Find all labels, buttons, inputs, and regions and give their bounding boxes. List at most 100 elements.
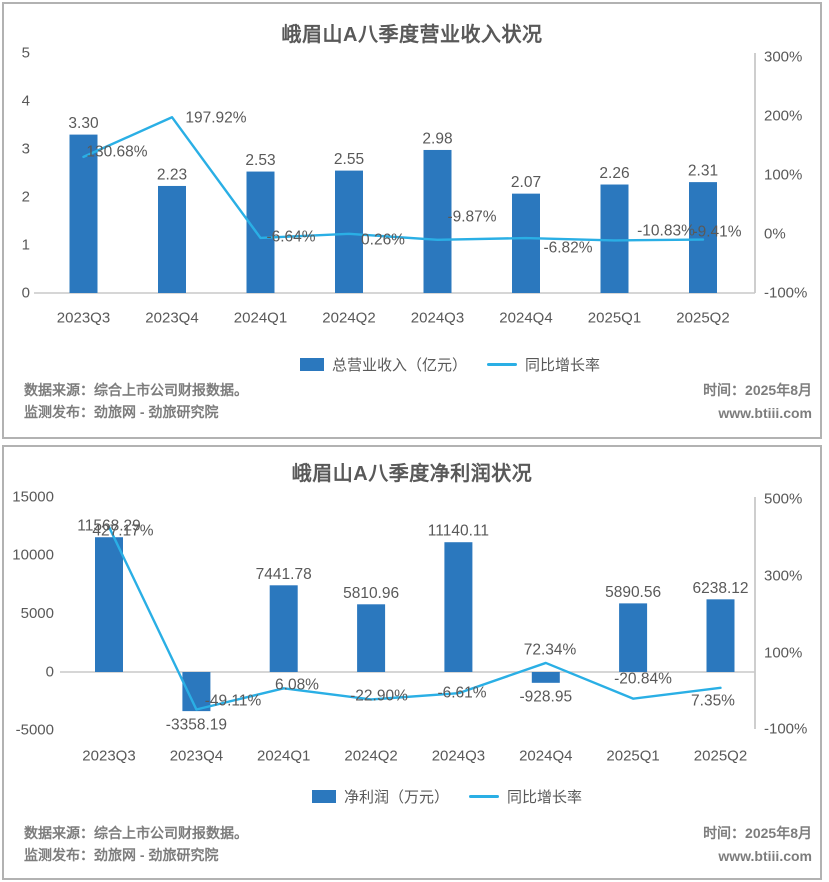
bar-value-label: 11140.11 xyxy=(428,523,489,540)
report-meta: 时间：2025年8月 www.btiii.com xyxy=(703,379,812,425)
bar-value-label: 7441.78 xyxy=(256,566,312,583)
growth-rate-label: -10.83% xyxy=(637,223,695,240)
right-axis-tick: 500% xyxy=(764,491,802,508)
bar-value-label: -3358.19 xyxy=(166,717,227,734)
bar-value-label: 6238.12 xyxy=(692,580,748,597)
left-axis-tick: -5000 xyxy=(16,722,54,739)
category-label: 2025Q2 xyxy=(676,310,729,327)
right-axis-tick: 0% xyxy=(764,226,786,243)
category-label: 2023Q4 xyxy=(170,748,223,765)
category-label: 2025Q1 xyxy=(588,310,641,327)
bar-value-label: 2.98 xyxy=(422,130,452,147)
bar-2024Q4 xyxy=(512,193,540,293)
right-axis-tick: -100% xyxy=(764,721,807,738)
bar-2024Q1 xyxy=(246,171,275,293)
report-meta: 时间：2025年8月 www.btiii.com xyxy=(703,822,812,868)
growth-rate-label: 197.92% xyxy=(185,110,246,127)
revenue-chart-panel: 峨眉山A八季度营业收入状况 5 4 3 2 1 0 300% 200% 100% 0% -100% 3… xyxy=(2,2,822,439)
growth-rate-line xyxy=(107,525,722,711)
category-label: 2025Q2 xyxy=(694,748,747,765)
bar-value-label: 3.30 xyxy=(68,115,99,132)
growth-rate-label: -6.64% xyxy=(266,229,315,246)
data-source-note: 数据来源：综合上市公司财报数据。 监测发布：劲旅网 - 劲旅研究院 xyxy=(24,379,248,423)
legend-bar-swatch-icon xyxy=(300,358,324,371)
bar-value-label: 2.07 xyxy=(511,174,541,191)
left-axis-tick: 10000 xyxy=(12,547,54,564)
left-axis-tick: 15000 xyxy=(12,489,54,506)
bar-2023Q4 xyxy=(158,185,186,293)
website-url: www.btiii.com xyxy=(718,405,812,421)
bar-2025Q1 xyxy=(619,603,648,672)
growth-rate-label: -22.90% xyxy=(350,688,408,705)
profit-legend: 净利润（万元） 同比增长率 xyxy=(312,786,582,807)
website-url: www.btiii.com xyxy=(718,848,812,864)
growth-rate-line xyxy=(82,116,705,242)
legend-line-swatch-icon xyxy=(487,363,518,366)
category-label: 2023Q4 xyxy=(145,310,198,327)
growth-rate-label: -9.41% xyxy=(692,224,741,241)
legend-bar-label: 净利润（万元） xyxy=(344,789,450,806)
data-source-note: 数据来源：综合上市公司财报数据。 监测发布：劲旅网 - 劲旅研究院 xyxy=(24,822,248,866)
growth-rate-label: -49.11% xyxy=(205,693,262,710)
category-label: 2024Q4 xyxy=(499,310,552,327)
growth-rate-label: 6.08% xyxy=(275,677,319,694)
bar-2024Q3 xyxy=(444,542,473,672)
growth-rate-label: 130.68% xyxy=(86,144,147,161)
growth-rate-label: 0.26% xyxy=(361,232,405,249)
category-label: 2023Q3 xyxy=(82,748,135,765)
bar-2025Q2 xyxy=(689,182,717,293)
report-date: 时间：2025年8月 xyxy=(703,382,812,398)
growth-rate-label: 7.35% xyxy=(691,693,735,710)
left-axis-tick: 2 xyxy=(22,189,30,206)
revenue-legend: 总营业收入（亿元） 同比增长率 xyxy=(300,354,600,375)
growth-rate-label: -20.84% xyxy=(614,671,672,688)
category-label: 2025Q1 xyxy=(606,748,659,765)
growth-rate-label: -6.82% xyxy=(543,240,592,257)
bar-2024Q4 xyxy=(531,672,560,683)
bar-value-label: -928.95 xyxy=(520,688,573,705)
right-axis-tick: 100% xyxy=(764,645,802,662)
revenue-chart-title: 峨眉山A八季度营业收入状况 xyxy=(281,24,543,46)
publisher-line: 监测发布：劲旅网 - 劲旅研究院 xyxy=(24,847,219,863)
growth-rate-label: 427.17% xyxy=(92,523,153,540)
profit-chart-title: 峨眉山A八季度净利润状况 xyxy=(291,463,533,485)
profit-chart-canvas: 15000 10000 5000 0 -5000 500% 300% 100% -100% 115… xyxy=(12,489,807,765)
bar-value-label: 5810.96 xyxy=(343,585,399,602)
bar-2024Q2 xyxy=(335,170,363,293)
category-label: 2024Q2 xyxy=(344,748,397,765)
bar-2024Q1 xyxy=(269,585,298,672)
category-label: 2024Q4 xyxy=(519,748,572,765)
bar-value-label: 2.31 xyxy=(688,163,718,180)
profit-chart-panel: 峨眉山A八季度净利润状况 15000 10000 5000 0 -5000 500% 300… xyxy=(2,445,822,880)
left-axis-tick: 0 xyxy=(22,285,30,302)
revenue-chart-canvas: 5 4 3 2 1 0 300% 200% 100% 0% -100% 3.30 2.23 2.53 2.5… xyxy=(22,45,808,327)
left-axis-tick: 5000 xyxy=(21,605,54,622)
bar-value-label: 11568.29 xyxy=(77,518,141,535)
left-axis-tick: 3 xyxy=(22,141,30,158)
right-axis-tick: 300% xyxy=(764,568,802,585)
report-date: 时间：2025年8月 xyxy=(703,825,812,841)
bar-2023Q3 xyxy=(69,134,98,293)
bar-value-label: 2.26 xyxy=(599,165,629,182)
bar-2025Q2 xyxy=(706,599,735,672)
bar-value-label: 5890.56 xyxy=(605,584,661,601)
publisher-line: 监测发布：劲旅网 - 劲旅研究院 xyxy=(24,404,219,420)
growth-rate-label: 72.34% xyxy=(524,642,577,659)
growth-rate-label: -9.87% xyxy=(447,209,496,226)
left-axis-tick: 1 xyxy=(22,237,30,254)
right-axis-tick: 100% xyxy=(764,167,802,184)
category-label: 2023Q3 xyxy=(57,310,110,327)
source-line: 数据来源：综合上市公司财报数据。 xyxy=(24,825,248,841)
legend-line-swatch-icon xyxy=(469,795,500,798)
legend-line-label: 同比增长率 xyxy=(507,789,583,806)
right-axis-tick: 200% xyxy=(764,108,802,125)
bar-2025Q1 xyxy=(600,184,629,293)
category-label: 2024Q2 xyxy=(322,310,375,327)
category-label: 2024Q3 xyxy=(432,748,485,765)
bar-2023Q3 xyxy=(95,537,123,672)
bar-value-label: 2.55 xyxy=(334,151,364,168)
left-axis-tick: 5 xyxy=(22,45,30,62)
right-axis-tick: -100% xyxy=(764,285,807,302)
legend-bar-label: 总营业收入（亿元） xyxy=(332,357,468,374)
